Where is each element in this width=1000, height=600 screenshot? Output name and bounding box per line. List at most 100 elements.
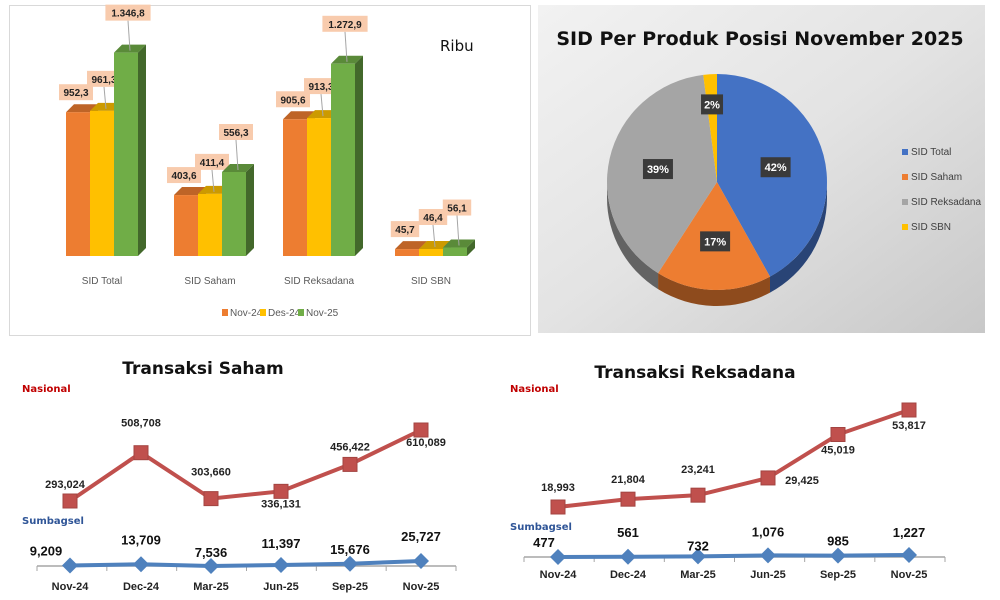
data-label-box <box>390 221 420 238</box>
legend-label: SID SBN <box>911 222 951 233</box>
legend-swatch <box>222 309 228 316</box>
data-point-square <box>830 427 846 443</box>
data-label: 11,397 <box>261 536 300 551</box>
data-label: 9,209 <box>30 544 63 559</box>
pie-title: SID Per Produk Posisi November 2025 <box>556 28 963 50</box>
series-label-sumbagsel: Sumbagsel <box>22 516 84 527</box>
bar <box>307 118 331 256</box>
x-tick-label: Dec-24 <box>123 581 160 593</box>
data-label: 913,3 <box>308 82 333 93</box>
data-label: 45,7 <box>395 225 415 236</box>
data-label: 21,804 <box>611 474 646 486</box>
label-leader-line <box>432 224 436 248</box>
bar <box>283 119 307 257</box>
x-tick-label: Sep-25 <box>820 569 856 581</box>
legend-swatch <box>902 149 908 155</box>
series-line <box>557 553 910 559</box>
data-label: 1,076 <box>752 524 785 539</box>
data-point-square <box>413 422 429 438</box>
series-line <box>68 428 422 503</box>
saham-title: Transaksi Saham <box>122 359 283 379</box>
x-tick-label: Dec-24 <box>610 569 647 581</box>
legend-label: Des-24 <box>268 308 301 319</box>
x-tick-label: Jun-25 <box>750 569 785 581</box>
legend-label: Nov-24 <box>230 308 263 319</box>
bar <box>66 112 90 256</box>
data-label: 25,727 <box>401 529 441 544</box>
pie-data-label: 42% <box>765 162 787 174</box>
data-label-box <box>195 153 229 170</box>
bar-top <box>66 104 98 113</box>
data-label: 561 <box>617 525 639 540</box>
pie-data-label: 39% <box>647 164 669 176</box>
data-label: 29,425 <box>785 475 819 487</box>
data-point-diamond <box>203 558 219 574</box>
pie-slice-side <box>658 273 770 307</box>
data-point-diamond <box>620 548 636 565</box>
data-point-diamond <box>830 547 846 564</box>
data-label: 403,6 <box>171 171 196 182</box>
reksadana-title: Transaksi Reksadana <box>594 363 795 383</box>
x-tick-label: Mar-25 <box>680 569 715 581</box>
data-label: 13,709 <box>121 532 161 547</box>
bar <box>90 110 114 257</box>
data-label-box <box>219 123 253 140</box>
data-label: 53,817 <box>892 420 926 432</box>
data-label: 985 <box>827 534 849 549</box>
bar <box>174 195 198 256</box>
data-label-box <box>276 91 310 108</box>
x-tick-label: Mar-25 <box>193 581 228 593</box>
data-point-square <box>760 470 776 486</box>
bar-unit-label: Ribu <box>440 37 474 55</box>
series-line <box>69 559 422 569</box>
label-leader-line <box>320 94 324 117</box>
series-line <box>557 408 910 509</box>
data-label: 508,708 <box>121 418 161 430</box>
data-point-diamond <box>413 553 429 569</box>
legend-swatch <box>902 199 908 205</box>
data-point-diamond <box>760 547 776 564</box>
data-point-square <box>133 445 149 461</box>
data-point-square <box>901 402 917 418</box>
bar <box>419 248 443 256</box>
series-label-nasional: Nasional <box>510 384 559 395</box>
data-label: 556,3 <box>223 128 248 139</box>
bar <box>198 193 222 256</box>
legend-swatch <box>902 174 908 180</box>
data-label: 15,676 <box>330 542 370 557</box>
data-label: 1,227 <box>893 525 926 540</box>
bar <box>395 249 419 256</box>
legend-label: SID Total <box>911 147 951 158</box>
bar <box>443 247 467 256</box>
x-tick-label: Nov-24 <box>52 581 90 593</box>
data-label-box <box>442 199 472 216</box>
category-label: SID Saham <box>184 276 235 287</box>
bar-side <box>355 55 363 256</box>
label-leader-line <box>127 20 131 51</box>
data-label: 610,089 <box>406 437 446 449</box>
legend-label: Nov-25 <box>306 308 339 319</box>
category-label: SID SBN <box>411 276 451 287</box>
data-label: 961,3 <box>91 75 116 86</box>
data-label-box <box>105 4 151 21</box>
data-point-square <box>203 491 219 507</box>
bar <box>222 171 246 256</box>
x-tick-label: Sep-25 <box>332 581 368 593</box>
category-label: SID Total <box>82 276 122 287</box>
data-label: 952,3 <box>63 88 88 99</box>
data-point-diamond <box>550 549 566 565</box>
data-label: 1.272,9 <box>328 20 362 31</box>
data-label-box <box>87 70 121 87</box>
bar-side <box>138 44 146 256</box>
legend-label: SID Reksadana <box>911 197 981 208</box>
data-label: 456,422 <box>330 441 370 453</box>
series-label-nasional: Nasional <box>22 384 71 395</box>
data-label: 905,6 <box>280 95 305 106</box>
data-label: 732 <box>687 538 709 553</box>
bar <box>331 63 355 256</box>
data-label: 411,4 <box>200 158 225 169</box>
data-label: 477 <box>533 535 555 550</box>
data-label: 303,660 <box>191 467 231 479</box>
data-label-box <box>304 78 338 95</box>
